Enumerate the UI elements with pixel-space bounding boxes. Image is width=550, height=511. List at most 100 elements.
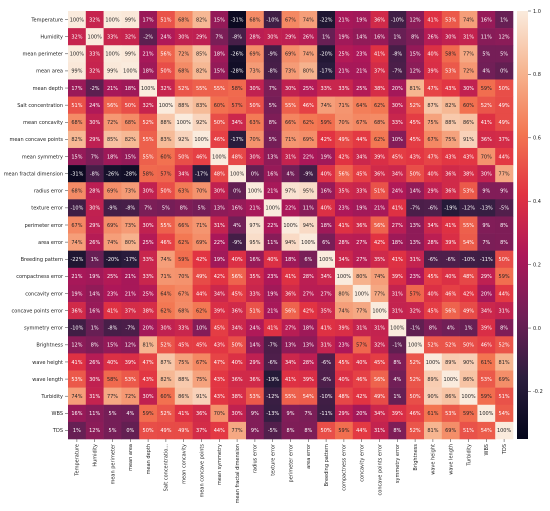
heatmap-cell: [477, 182, 496, 200]
heatmap-cell-label: 85%: [107, 137, 118, 143]
heatmap-cell: [121, 45, 140, 63]
heatmap-cell-label: 90%: [427, 394, 438, 400]
heatmap-cell-label: 82%: [445, 103, 456, 109]
heatmap-cell: [317, 250, 336, 269]
heatmap-cell-label: 16%: [374, 34, 385, 40]
heatmap-cell: [441, 165, 460, 183]
heatmap-cell-label: 68%: [71, 189, 82, 195]
heatmap-cell-label: 24%: [89, 103, 100, 109]
y-tick-label: Turbidity: [40, 394, 63, 400]
heatmap-cell: [406, 130, 425, 149]
heatmap-cell-label: 60%: [160, 154, 171, 160]
heatmap-cell: [246, 302, 265, 320]
heatmap-cell-label: 50%: [125, 103, 136, 109]
heatmap-cell-label: 55%: [196, 86, 207, 92]
heatmap-cell: [477, 79, 496, 97]
heatmap-cell-label: 1%: [393, 34, 401, 40]
heatmap-cell-label: 39%: [374, 154, 385, 160]
heatmap-cell: [459, 165, 478, 183]
colorbar-tick-label: -0.2: [533, 389, 543, 395]
heatmap-cell: [68, 421, 87, 440]
heatmap-cell: [317, 233, 336, 251]
heatmap-cell-label: 29%: [89, 137, 100, 143]
heatmap-cell: [370, 147, 389, 166]
heatmap-cell: [103, 28, 122, 46]
heatmap-cell-label: 0%: [233, 189, 241, 195]
heatmap-cell-label: 8%: [304, 428, 312, 434]
heatmap-cell-label: -13%: [266, 411, 279, 417]
heatmap-cell-label: 34%: [374, 411, 385, 417]
heatmap-cell: [495, 165, 514, 183]
heatmap-cell-label: 29%: [196, 34, 207, 40]
heatmap-cell: [228, 79, 247, 97]
heatmap-cell: [441, 421, 460, 440]
heatmap-cell-label: 0%: [500, 69, 508, 75]
heatmap-cell-label: 8%: [500, 223, 508, 229]
x-tick-label: area error: [306, 443, 312, 469]
heatmap-cell-label: -7%: [392, 69, 402, 75]
heatmap-cell-label: 12%: [71, 343, 82, 349]
heatmap-cell: [157, 199, 176, 217]
heatmap-cell: [263, 199, 282, 217]
heatmap-cell: [424, 45, 443, 63]
heatmap-cell-label: 54%: [481, 428, 492, 434]
heatmap-cell: [174, 404, 193, 423]
heatmap-cell-label: 100%: [70, 17, 85, 23]
heatmap-cell: [352, 113, 371, 132]
heatmap-cell-label: 80%: [338, 291, 349, 297]
heatmap-cell: [352, 336, 371, 354]
heatmap-cell: [281, 250, 300, 269]
heatmap-cell-label: 31%: [499, 308, 510, 314]
heatmap-cell-label: 33%: [107, 34, 118, 40]
heatmap-cell-label: 50%: [214, 120, 225, 126]
heatmap-cell: [317, 336, 336, 354]
heatmap-cell: [192, 28, 211, 46]
heatmap-cell-label: 94%: [285, 240, 296, 246]
heatmap-cell-label: -26%: [106, 171, 119, 177]
heatmap-cell-label: 5%: [198, 206, 206, 212]
heatmap-cell-label: 45%: [392, 154, 403, 160]
heatmap-cell: [477, 387, 496, 406]
heatmap-cell: [192, 79, 211, 97]
heatmap-cell: [370, 28, 389, 46]
heatmap-cell-label: 88%: [178, 103, 189, 109]
heatmap-cell-label: 33%: [392, 120, 403, 126]
heatmap-cell: [85, 199, 104, 217]
heatmap-cell: [174, 421, 193, 440]
heatmap-cell-label: 36%: [285, 291, 296, 297]
heatmap-cell: [246, 267, 265, 286]
heatmap-cell-label: 68%: [249, 17, 260, 23]
heatmap-cell-label: -7%: [125, 326, 135, 332]
heatmap-cell-label: 56%: [374, 377, 385, 383]
heatmap-cell-label: 19%: [356, 17, 367, 23]
heatmap-cell-label: 42%: [356, 394, 367, 400]
heatmap-cell: [352, 267, 371, 286]
colorbar-tick-label: 0.8: [533, 72, 541, 78]
heatmap-cell: [317, 11, 336, 29]
heatmap-cell: [192, 387, 211, 406]
heatmap-cell-label: 17%: [143, 17, 154, 23]
heatmap-cell: [459, 113, 478, 132]
y-tick-label: Brightness: [36, 343, 63, 349]
heatmap-cell-label: 81%: [143, 343, 154, 349]
heatmap-cell-label: 7%: [482, 240, 490, 246]
heatmap-cell: [299, 147, 318, 166]
heatmap-cell: [174, 11, 193, 29]
heatmap-cell-label: 19%: [71, 291, 82, 297]
heatmap-cell: [352, 96, 371, 115]
heatmap-cell: [246, 370, 265, 388]
heatmap-cell: [157, 421, 176, 440]
heatmap-cell: [335, 404, 354, 423]
heatmap-cell: [139, 182, 158, 200]
heatmap-cell: [317, 216, 336, 234]
heatmap-cell: [335, 387, 354, 406]
heatmap-cell: [228, 147, 247, 166]
heatmap-cell: [424, 216, 443, 234]
heatmap-cell-label: 41%: [374, 52, 385, 58]
y-tick-label: compactness error: [16, 274, 64, 280]
heatmap-cell-label: 45%: [374, 360, 385, 366]
heatmap-cell: [139, 28, 158, 46]
heatmap-cell: [174, 28, 193, 46]
heatmap-cell: [477, 96, 496, 115]
heatmap-cell: [192, 370, 211, 388]
